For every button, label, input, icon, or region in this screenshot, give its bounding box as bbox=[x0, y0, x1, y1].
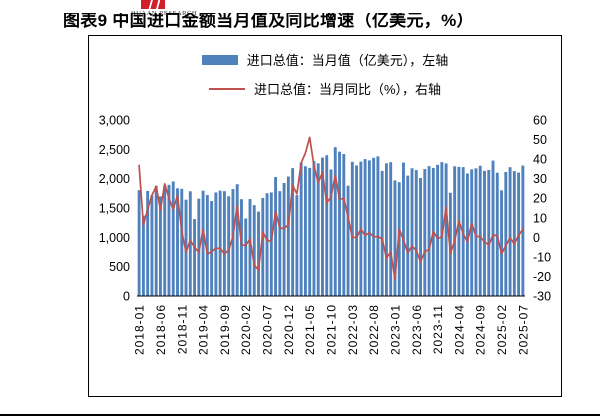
huaan-logo-text: HUAAN RESEARCH bbox=[131, 10, 198, 17]
svg-text:2023-01: 2023-01 bbox=[389, 304, 403, 355]
svg-text:1,500: 1,500 bbox=[99, 202, 130, 216]
svg-text:2022-08: 2022-08 bbox=[367, 304, 381, 355]
svg-text:0: 0 bbox=[533, 231, 540, 245]
figure-title: 图表9 中国进口金额当月值及同比增速（亿美元，%） bbox=[63, 13, 474, 30]
page-footer-rule bbox=[0, 414, 600, 416]
svg-text:-10: -10 bbox=[533, 250, 551, 264]
svg-text:500: 500 bbox=[109, 260, 130, 274]
svg-text:2020-12: 2020-12 bbox=[282, 304, 296, 355]
svg-text:50: 50 bbox=[533, 133, 547, 147]
svg-text:2023-06: 2023-06 bbox=[410, 304, 424, 355]
svg-text:2019-04: 2019-04 bbox=[197, 304, 211, 355]
svg-text:2018-01: 2018-01 bbox=[133, 304, 147, 355]
combo-chart: 0 500 1,000 1,500 2,000 2,500 3,000 -30 -20 -10 0 1… bbox=[99, 114, 551, 356]
svg-text:2024-09: 2024-09 bbox=[474, 304, 488, 355]
svg-text:60: 60 bbox=[533, 114, 547, 128]
svg-text:2020-07: 2020-07 bbox=[261, 304, 275, 355]
line-series-swatch bbox=[208, 87, 245, 90]
svg-text:2019-09: 2019-09 bbox=[218, 304, 232, 355]
svg-text:2020-02: 2020-02 bbox=[239, 304, 253, 355]
svg-text:3,000: 3,000 bbox=[99, 114, 130, 128]
figure-title-clip: 图表9 中国进口金额当月值及同比增速（亿美元，%） bbox=[63, 13, 588, 32]
legend-item-line: 进口总值：当月同比（%），右轴 bbox=[208, 79, 442, 98]
svg-text:2025-02: 2025-02 bbox=[495, 304, 509, 355]
bar-series-swatch bbox=[201, 54, 238, 65]
huaan-logo-mark bbox=[141, 0, 165, 9]
chart-frame: 进口总值：当月值（亿美元），左轴 进口总值：当月同比（%），右轴 0 500 1,0… bbox=[88, 35, 562, 397]
svg-text:-20: -20 bbox=[533, 270, 551, 284]
svg-text:2,500: 2,500 bbox=[99, 143, 130, 157]
svg-text:-30: -30 bbox=[533, 290, 551, 304]
legend-label-line: 进口总值：当月同比（%），右轴 bbox=[253, 82, 442, 97]
svg-text:2021-05: 2021-05 bbox=[303, 304, 317, 355]
svg-text:2018-11: 2018-11 bbox=[175, 304, 189, 354]
svg-text:2023-11: 2023-11 bbox=[431, 304, 445, 354]
svg-text:2021-10: 2021-10 bbox=[325, 304, 339, 355]
svg-text:2025-07: 2025-07 bbox=[516, 304, 530, 355]
svg-text:10: 10 bbox=[533, 211, 547, 225]
svg-text:2,000: 2,000 bbox=[99, 172, 130, 186]
svg-text:0: 0 bbox=[123, 290, 130, 304]
legend-item-bar: 进口总值：当月值（亿美元），左轴 bbox=[201, 50, 449, 69]
svg-text:1,000: 1,000 bbox=[99, 231, 130, 245]
svg-text:2018-06: 2018-06 bbox=[154, 304, 168, 355]
svg-text:2024-04: 2024-04 bbox=[452, 304, 466, 355]
chart-legend: 进口总值：当月值（亿美元），左轴 进口总值：当月同比（%），右轴 bbox=[89, 50, 561, 98]
svg-text:30: 30 bbox=[533, 172, 547, 186]
svg-text:20: 20 bbox=[533, 192, 547, 206]
svg-text:2022-03: 2022-03 bbox=[346, 304, 360, 355]
legend-label-bar: 进口总值：当月值（亿美元），左轴 bbox=[246, 53, 449, 68]
svg-text:40: 40 bbox=[533, 153, 547, 167]
